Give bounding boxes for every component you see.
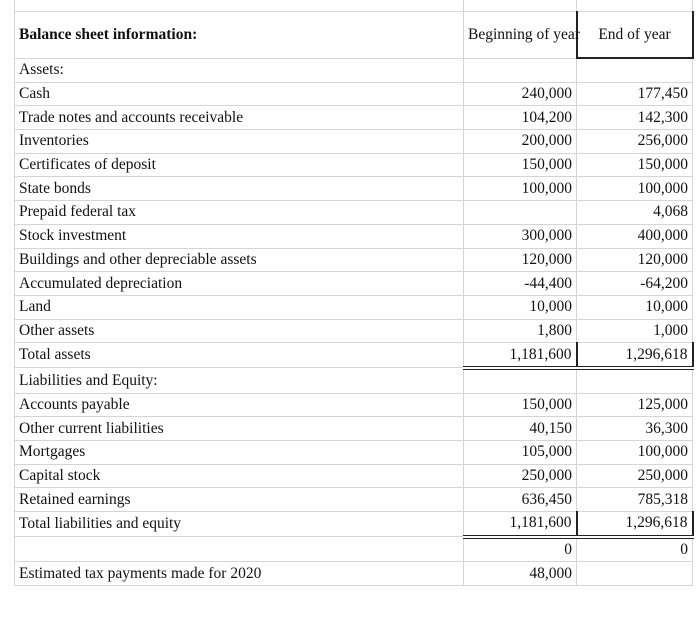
table-row: Buildings and other depreciable assets 12…: [14, 247, 693, 273]
row-label: Land: [14, 294, 464, 320]
end-of-year-value: [576, 57, 693, 83]
table-row: Inventories 200,000 256,000: [14, 129, 693, 154]
end-of-year-value: 177,450: [576, 81, 693, 107]
row-label: Certificates of deposit: [14, 152, 464, 178]
row-label: Estimated tax payments made for 2020: [14, 561, 464, 587]
row-label: Capital stock: [14, 463, 464, 489]
end-of-year-value: 100,000: [576, 176, 693, 202]
end-of-year-value: 1,000: [576, 318, 693, 344]
beginning-of-year-value: 200,000: [463, 129, 577, 154]
table-row: Retained earnings 636,450 785,318: [14, 487, 693, 513]
table-row: Accumulated depreciation -44,400 -64,200: [14, 271, 693, 296]
end-of-year-value: 250,000: [576, 463, 693, 489]
row-label: Accounts payable: [14, 392, 464, 418]
end-of-year-value: 36,300: [576, 416, 693, 441]
beginning-of-year-value: 105,000: [463, 440, 577, 465]
end-of-year-value: [576, 561, 693, 587]
beginning-of-year-value: [463, 200, 577, 225]
end-of-year-value: 400,000: [576, 223, 693, 249]
beginning-of-year-value: 40,150: [463, 416, 577, 441]
beginning-of-year-value: 250,000: [463, 463, 577, 489]
row-label: Retained earnings: [14, 487, 464, 513]
table-row: Total liabilities and equity 1,181,600 1,2…: [14, 511, 694, 539]
row-label: Total assets: [14, 342, 464, 369]
row-label: State bonds: [14, 176, 464, 202]
table-row: Land 10,000 10,000: [14, 294, 693, 320]
beginning-of-year-value: 104,200: [463, 105, 577, 131]
beginning-of-year-value: 1,181,600: [463, 342, 578, 370]
beginning-of-year-value: 0: [463, 536, 577, 563]
row-label: Other assets: [14, 318, 464, 344]
beginning-of-year-value: 120,000: [463, 247, 577, 273]
row-label: [14, 536, 464, 563]
table-row: Stock investment 300,000 400,000: [14, 223, 693, 249]
table-row: Total assets 1,181,600 1,296,618: [14, 342, 694, 370]
end-of-year-value: 0: [576, 536, 693, 563]
end-of-year-value: 125,000: [576, 392, 693, 418]
row-label: Cash: [14, 81, 464, 107]
end-of-year-value: [576, 367, 693, 394]
beginning-of-year-value: 150,000: [463, 392, 577, 418]
beginning-of-year-value: 300,000: [463, 223, 577, 249]
spacer-row: [14, 0, 693, 12]
table-row: Accounts payable 150,000 125,000: [14, 392, 693, 418]
table-row: Other current liabilities 40,150 36,300: [14, 416, 693, 441]
end-of-year-value: 785,318: [576, 487, 693, 513]
beginning-of-year-value: 100,000: [463, 176, 577, 202]
row-label: Other current liabilities: [14, 416, 464, 441]
row-label: Total liabilities and equity: [14, 511, 464, 538]
table-row: Trade notes and accounts receivable 104,2…: [14, 105, 693, 131]
table-row: Prepaid federal tax 4,068: [14, 200, 693, 225]
beginning-of-year-value: 240,000: [463, 81, 577, 107]
beginning-of-year-value: [463, 57, 577, 83]
end-of-year-value: 150,000: [576, 152, 693, 178]
table-row: Cash 240,000 177,450: [14, 81, 693, 107]
end-of-year-value: 10,000: [576, 294, 693, 320]
beginning-of-year-value: 10,000: [463, 294, 577, 320]
beginning-of-year-value: 636,450: [463, 487, 577, 513]
header-row: Balance sheet information: Beginning of …: [14, 11, 694, 59]
table-row: Mortgages 105,000 100,000: [14, 440, 693, 465]
beginning-of-year-value: 48,000: [463, 561, 577, 587]
row-label: Assets:: [14, 57, 464, 83]
end-of-year-value: 1,296,618: [576, 511, 694, 539]
table-row: Capital stock 250,000 250,000: [14, 463, 693, 489]
end-of-year-value: 120,000: [576, 247, 693, 273]
row-label: Mortgages: [14, 440, 464, 465]
table-row: State bonds 100,000 100,000: [14, 176, 693, 202]
end-of-year-value: 256,000: [576, 129, 693, 154]
row-label: Stock investment: [14, 223, 464, 249]
beginning-of-year-value: 1,181,600: [463, 511, 578, 539]
table-row: Estimated tax payments made for 2020 48,0…: [14, 561, 693, 587]
table-row: Other assets 1,800 1,000: [14, 318, 693, 344]
beginning-of-year-value: 150,000: [463, 152, 577, 178]
table-title: Balance sheet information:: [14, 11, 464, 59]
row-label: Accumulated depreciation: [14, 271, 464, 296]
row-label: Prepaid federal tax: [14, 200, 464, 225]
end-of-year-value: 4,068: [576, 200, 693, 225]
table-row: Assets:: [14, 57, 693, 83]
beginning-of-year-value: 1,800: [463, 318, 577, 344]
balance-sheet-table: Balance sheet information: Beginning of …: [14, 0, 694, 587]
row-label: Inventories: [14, 129, 464, 154]
row-label: Buildings and other depreciable assets: [14, 247, 464, 273]
end-of-year-value: 142,300: [576, 105, 693, 131]
beginning-of-year-value: -44,400: [463, 271, 577, 296]
row-label: Liabilities and Equity:: [14, 367, 464, 394]
header-beginning-of-year: Beginning of year: [463, 11, 580, 59]
row-label: Trade notes and accounts receivable: [14, 105, 464, 131]
end-of-year-value: -64,200: [576, 271, 693, 296]
end-of-year-value: 100,000: [576, 440, 693, 465]
end-of-year-value: 1,296,618: [576, 342, 694, 370]
table-row: Liabilities and Equity:: [14, 367, 693, 394]
table-row: Certificates of deposit 150,000 150,000: [14, 152, 693, 178]
beginning-of-year-value: [463, 367, 577, 394]
header-end-of-year: End of year: [576, 11, 694, 59]
